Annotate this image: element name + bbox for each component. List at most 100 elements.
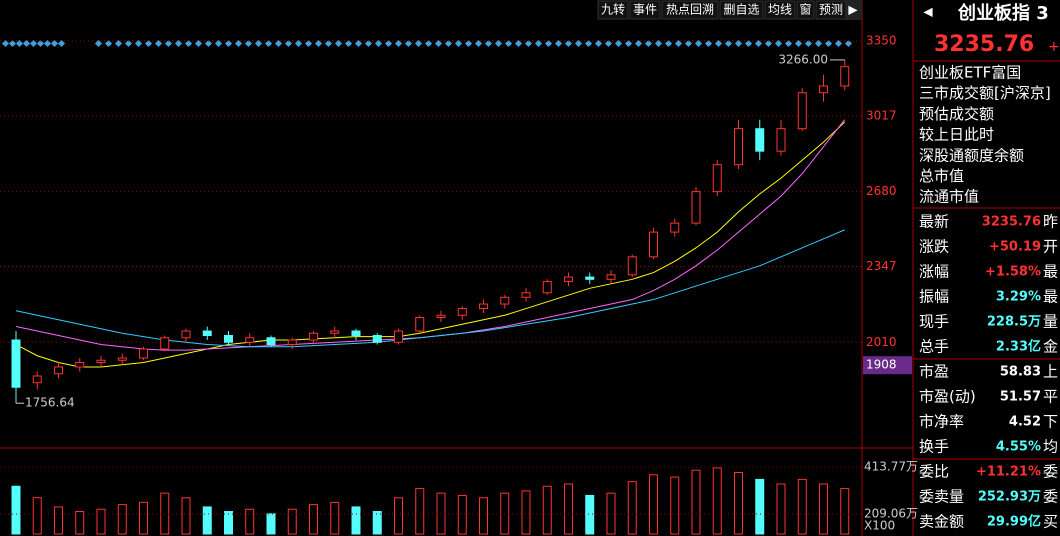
panel-arrow[interactable]: ◀ xyxy=(923,5,933,19)
volume-bar xyxy=(712,467,722,535)
volume-bar xyxy=(564,483,573,535)
row-tail: 委 xyxy=(1043,463,1058,481)
marker xyxy=(804,39,813,48)
marker xyxy=(474,39,483,48)
candle-body xyxy=(521,292,531,298)
toolbar-button[interactable] xyxy=(597,0,629,20)
candle-body xyxy=(96,359,106,363)
marker xyxy=(744,39,753,48)
marker xyxy=(444,39,453,48)
volume-bar xyxy=(415,488,425,535)
panel-link[interactable]: 较上日此时 xyxy=(919,126,994,144)
marker xyxy=(274,39,283,48)
panel-link[interactable]: 三市成交额[沪深京] xyxy=(919,84,1051,102)
row-tail: 金 xyxy=(1043,338,1058,356)
marker xyxy=(334,39,343,48)
toolbar-button[interactable] xyxy=(719,0,764,20)
marker xyxy=(1,39,10,48)
toolbar-label: 事件 xyxy=(633,3,657,17)
ma-line xyxy=(15,121,846,368)
panel-link[interactable]: 总市值 xyxy=(919,167,964,185)
candle-body xyxy=(32,375,42,384)
volume-bar xyxy=(649,474,658,535)
marker xyxy=(604,39,613,48)
row-label: 现手 xyxy=(919,313,949,331)
toolbar-label: 均线 xyxy=(768,3,792,17)
toolbar-button[interactable] xyxy=(629,0,661,20)
row-value: 228.5万 xyxy=(987,315,1041,330)
candle-body xyxy=(776,128,786,152)
marker xyxy=(254,39,263,48)
candle-body xyxy=(542,281,552,294)
panel-link[interactable]: 预估成交额 xyxy=(919,105,994,123)
toolbar-button[interactable] xyxy=(764,0,796,20)
marker xyxy=(384,39,393,48)
row-value: 4.52 xyxy=(1009,415,1041,430)
candle-body xyxy=(160,337,170,350)
marker xyxy=(374,39,383,48)
marker xyxy=(564,39,573,48)
row-value: +50.19 xyxy=(989,240,1041,255)
marker xyxy=(674,39,683,48)
candle-body xyxy=(415,317,425,332)
marker xyxy=(574,39,583,48)
marker xyxy=(454,39,463,48)
candle-body xyxy=(797,92,807,130)
volume-tick-label: 209.06万 xyxy=(864,507,918,521)
toolbar-button[interactable] xyxy=(796,0,815,20)
candle-body xyxy=(224,335,233,343)
y-tick-label: 2680 xyxy=(866,184,897,198)
marker xyxy=(434,39,443,48)
volume-tick-label: 413.77万 xyxy=(864,460,918,474)
row-tail: 昨 xyxy=(1043,213,1058,231)
cursor-box xyxy=(863,356,912,375)
row-tail: 均 xyxy=(1043,438,1058,456)
volume-bar xyxy=(11,485,21,535)
volume-bar xyxy=(797,478,807,535)
row-label: 换手 xyxy=(919,438,949,456)
marker xyxy=(284,39,293,48)
toolbar-button[interactable] xyxy=(661,0,719,20)
toolbar-arrow-icon: ▶ xyxy=(848,3,858,17)
volume-bar xyxy=(394,497,403,535)
marker xyxy=(484,39,493,48)
panel-link[interactable]: 深股通额度余额 xyxy=(919,146,1024,164)
y-tick-label: 3350 xyxy=(866,34,897,48)
row-label: 委卖量 xyxy=(919,488,964,506)
marker xyxy=(364,39,373,48)
marker xyxy=(524,39,533,48)
marker xyxy=(544,39,553,48)
marker xyxy=(734,39,743,48)
marker xyxy=(244,39,253,48)
volume-bar xyxy=(351,506,361,535)
candle-body xyxy=(202,330,212,337)
volume-bar xyxy=(457,494,467,535)
y-tick-label: 3017 xyxy=(866,108,897,122)
y-tick-label: 2010 xyxy=(866,335,897,349)
panel-link[interactable]: 创业板ETF富国 xyxy=(919,64,1021,82)
candle-body xyxy=(351,330,361,337)
toolbar-arrow[interactable] xyxy=(845,0,862,20)
high-label: 3266.00 xyxy=(778,52,828,66)
row-tail: 下 xyxy=(1043,413,1058,431)
volume-bar xyxy=(287,508,297,535)
row-label: 最新 xyxy=(919,213,949,231)
marker xyxy=(694,39,703,48)
marker xyxy=(654,39,663,48)
toolbar-button[interactable] xyxy=(815,0,847,20)
volume-bar xyxy=(670,476,680,535)
volume-unit: X100 xyxy=(864,519,895,533)
marker xyxy=(584,39,593,48)
row-value: 51.57 xyxy=(1000,390,1041,405)
candle-body xyxy=(436,314,446,319)
panel-link[interactable]: 流通市值 xyxy=(919,188,979,206)
marker xyxy=(664,39,673,48)
candle-body xyxy=(712,164,722,193)
volume-bar xyxy=(840,488,850,535)
marker xyxy=(304,39,313,48)
marker xyxy=(224,39,233,48)
candle-body xyxy=(670,222,680,233)
row-tail: 最 xyxy=(1043,288,1058,306)
marker xyxy=(164,39,173,48)
